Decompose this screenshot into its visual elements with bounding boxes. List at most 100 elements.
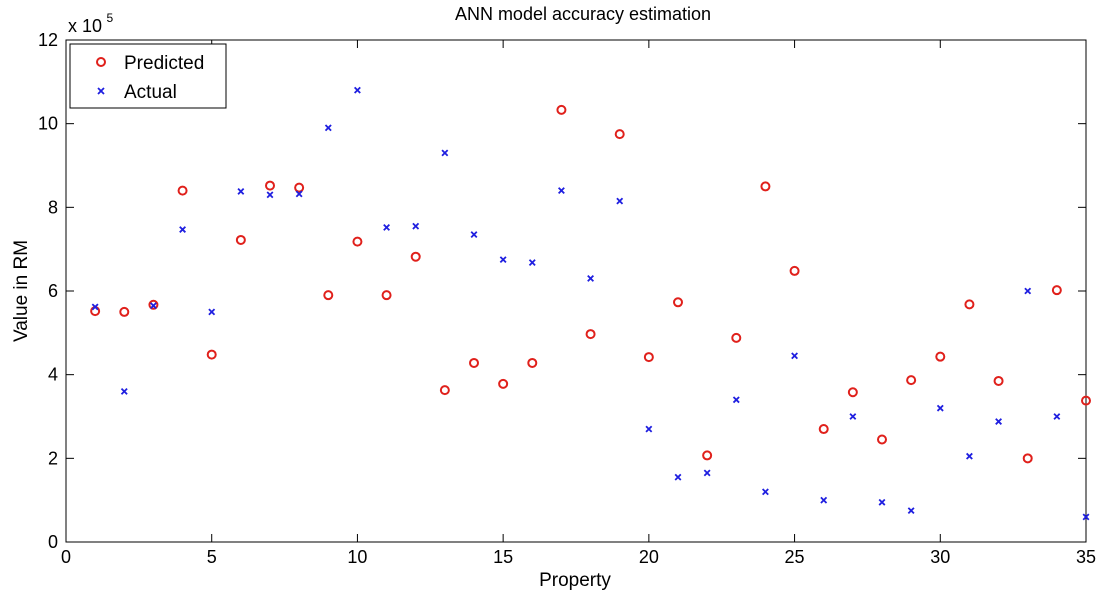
point-actual <box>353 86 361 94</box>
point-actual <box>878 498 886 506</box>
x-axis-label: Property <box>539 570 611 591</box>
point-actual <box>791 352 799 360</box>
y-tick-label: 8 <box>48 197 58 217</box>
point-actual <box>237 188 245 195</box>
point-predicted <box>818 424 829 435</box>
x-tick-label: 5 <box>207 547 217 567</box>
data-points <box>90 86 1091 521</box>
point-actual <box>616 197 624 205</box>
point-actual <box>645 425 653 433</box>
point-actual <box>1053 413 1061 420</box>
point-actual <box>91 303 99 311</box>
point-predicted <box>527 357 538 368</box>
point-predicted <box>760 181 771 192</box>
point-predicted <box>439 385 450 396</box>
point-predicted <box>1081 395 1091 406</box>
point-actual <box>470 231 478 238</box>
point-predicted <box>614 129 625 140</box>
point-actual <box>149 302 157 310</box>
x-tick-label: 20 <box>639 547 659 567</box>
point-predicted <box>1051 285 1062 296</box>
point-predicted <box>789 265 800 276</box>
point-actual <box>820 496 828 504</box>
series-actual <box>91 86 1090 521</box>
point-actual <box>383 223 391 231</box>
point-actual <box>499 256 507 264</box>
x-tick-label: 0 <box>61 547 71 567</box>
plot-border <box>65 39 1087 543</box>
y-tick-label: 6 <box>48 281 58 301</box>
point-predicted <box>265 180 275 191</box>
y-tick-label: 2 <box>48 448 58 468</box>
point-predicted <box>556 104 567 115</box>
legend-marker-predicted <box>96 57 106 67</box>
multiplier-exponent: 5 <box>106 11 113 25</box>
point-predicted <box>323 290 334 301</box>
legend-marker-actual <box>97 87 105 95</box>
point-predicted <box>585 329 596 340</box>
point-actual <box>1082 513 1090 521</box>
multiplier-base: x 10 <box>68 16 102 36</box>
point-actual <box>732 396 740 404</box>
point-predicted <box>498 378 509 389</box>
x-tick-label: 10 <box>347 547 367 567</box>
point-actual <box>324 124 332 132</box>
y-axis-multiplier: x 10 5 <box>68 11 113 36</box>
point-actual <box>965 452 973 460</box>
point-predicted <box>673 297 683 308</box>
point-actual <box>1024 287 1032 295</box>
point-predicted <box>148 299 159 310</box>
point-predicted <box>206 349 217 360</box>
y-tick-label: 0 <box>48 532 58 552</box>
point-actual <box>266 191 274 199</box>
point-predicted <box>294 182 305 193</box>
legend-label-actual: Actual <box>124 82 177 103</box>
point-predicted <box>352 236 363 247</box>
x-tick-label: 30 <box>930 547 950 567</box>
point-predicted <box>906 375 917 386</box>
point-predicted <box>935 351 946 362</box>
point-actual <box>849 413 857 420</box>
y-axis-label: Value in RM <box>11 240 32 342</box>
point-actual <box>120 387 128 395</box>
point-predicted <box>177 185 188 196</box>
point-actual <box>587 275 595 282</box>
y-tick-label: 12 <box>38 30 58 50</box>
y-tick-labels: 0 2 4 6 8 10 12 <box>38 30 58 552</box>
x-tick-labels: 0 5 10 15 20 25 30 35 <box>61 547 1096 567</box>
point-actual <box>179 226 187 233</box>
x-tick-label: 35 <box>1076 547 1096 567</box>
y-tick-label: 10 <box>38 114 58 134</box>
series-predicted <box>90 104 1091 464</box>
point-predicted <box>993 375 1004 386</box>
y-tick-label: 4 <box>48 365 58 385</box>
plot-area <box>65 39 1087 543</box>
point-predicted <box>731 332 742 343</box>
point-predicted <box>410 251 421 262</box>
point-predicted <box>119 306 130 317</box>
point-actual <box>674 473 682 481</box>
axis-ticks <box>65 39 1087 543</box>
x-tick-label: 15 <box>493 547 513 567</box>
point-actual <box>412 222 420 230</box>
point-actual <box>441 149 449 157</box>
point-predicted <box>847 387 858 398</box>
x-tick-label: 25 <box>785 547 805 567</box>
point-predicted <box>877 434 887 445</box>
point-predicted <box>964 299 975 310</box>
point-actual <box>761 488 769 496</box>
point-actual <box>703 469 711 477</box>
legend-label-predicted: Predicted <box>124 53 204 74</box>
point-actual <box>907 507 915 515</box>
point-actual <box>557 187 565 195</box>
point-predicted <box>381 290 392 301</box>
legend: Predicted Actual <box>69 43 227 109</box>
point-actual <box>936 404 944 412</box>
point-actual <box>995 418 1003 425</box>
point-actual <box>528 259 536 266</box>
point-predicted <box>702 450 713 461</box>
point-actual <box>295 190 303 198</box>
chart-title: ANN model accuracy estimation <box>455 4 711 24</box>
legend-box <box>69 43 227 109</box>
